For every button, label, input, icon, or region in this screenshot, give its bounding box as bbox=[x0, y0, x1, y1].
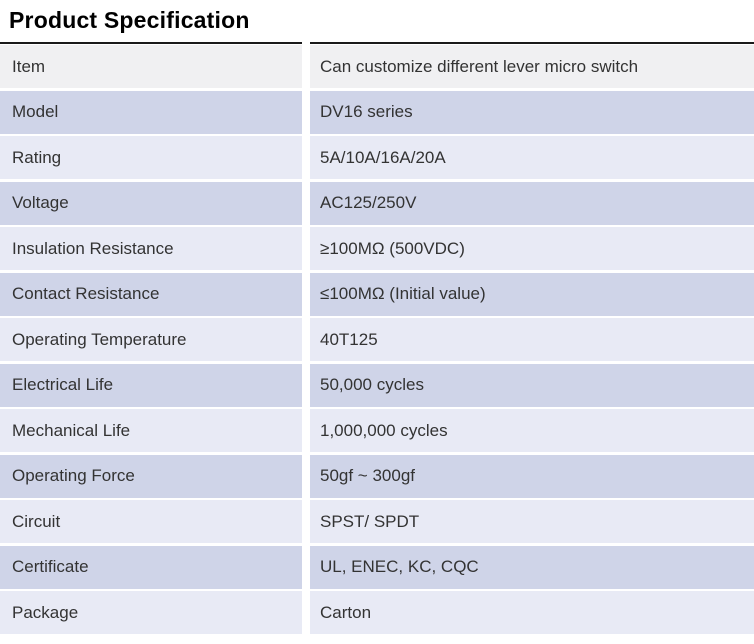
row-value: Can customize different lever micro swit… bbox=[310, 45, 754, 88]
specification-table: Item Can customize different lever micro… bbox=[0, 45, 754, 634]
row-value: Carton bbox=[310, 591, 754, 634]
table-row: Circuit SPST/ SPDT bbox=[0, 500, 754, 543]
row-value: SPST/ SPDT bbox=[310, 500, 754, 543]
row-label: Package bbox=[0, 591, 302, 634]
row-value: DV16 series bbox=[310, 90, 754, 134]
rule-segment-left bbox=[0, 42, 302, 44]
row-value: 1,000,000 cycles bbox=[310, 409, 754, 452]
table-row: Rating 5A/10A/16A/20A bbox=[0, 136, 754, 179]
row-value: 5A/10A/16A/20A bbox=[310, 136, 754, 179]
row-label: Operating Force bbox=[0, 454, 302, 498]
table-row: Operating Force 50gf ~ 300gf bbox=[0, 454, 754, 498]
table-row: Package Carton bbox=[0, 591, 754, 634]
row-label: Voltage bbox=[0, 181, 302, 225]
row-label: Mechanical Life bbox=[0, 409, 302, 452]
row-value: 50gf ~ 300gf bbox=[310, 454, 754, 498]
row-label: Electrical Life bbox=[0, 363, 302, 407]
table-row: Electrical Life 50,000 cycles bbox=[0, 363, 754, 407]
row-label: Insulation Resistance bbox=[0, 227, 302, 270]
row-label: Circuit bbox=[0, 500, 302, 543]
table-row: Mechanical Life 1,000,000 cycles bbox=[0, 409, 754, 452]
row-label: Model bbox=[0, 90, 302, 134]
row-value: 50,000 cycles bbox=[310, 363, 754, 407]
row-value: ≥100MΩ (500VDC) bbox=[310, 227, 754, 270]
row-value: UL, ENEC, KC, CQC bbox=[310, 545, 754, 589]
table-row: Certificate UL, ENEC, KC, CQC bbox=[0, 545, 754, 589]
row-value: AC125/250V bbox=[310, 181, 754, 225]
table-row: Contact Resistance ≤100MΩ (Initial value… bbox=[0, 272, 754, 316]
table-row: Voltage AC125/250V bbox=[0, 181, 754, 225]
table-row: Model DV16 series bbox=[0, 90, 754, 134]
row-value: ≤100MΩ (Initial value) bbox=[310, 272, 754, 316]
table-row: Item Can customize different lever micro… bbox=[0, 45, 754, 88]
table-row: Operating Temperature 40T125 bbox=[0, 318, 754, 361]
table-top-rule bbox=[0, 42, 754, 44]
rule-segment-right bbox=[310, 42, 754, 44]
page-title: Product Specification bbox=[9, 7, 250, 33]
row-label: Operating Temperature bbox=[0, 318, 302, 361]
row-label: Item bbox=[0, 45, 302, 88]
table-row: Insulation Resistance ≥100MΩ (500VDC) bbox=[0, 227, 754, 270]
row-label: Contact Resistance bbox=[0, 272, 302, 316]
row-label: Certificate bbox=[0, 545, 302, 589]
row-value: 40T125 bbox=[310, 318, 754, 361]
row-label: Rating bbox=[0, 136, 302, 179]
